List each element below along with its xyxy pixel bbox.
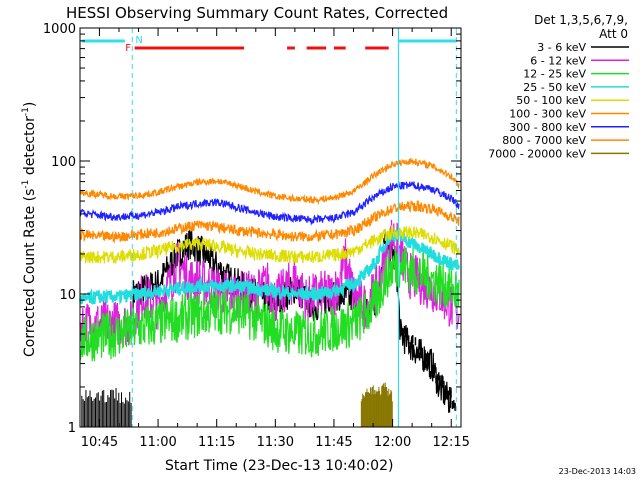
x-tick-label: 11:30 bbox=[257, 435, 294, 450]
plot-frame bbox=[79, 27, 462, 428]
y-tick-label: 1000 bbox=[43, 22, 76, 37]
y-tick-label: 1 bbox=[68, 421, 76, 436]
y-axis-label-sup1: -1 bbox=[21, 180, 31, 189]
chart-title: HESSI Observing Summary Count Rates, Cor… bbox=[66, 4, 448, 22]
y-axis-label-end: ) bbox=[22, 102, 38, 107]
flare-marker-label: F bbox=[125, 43, 131, 54]
y-tick-label: 100 bbox=[51, 155, 76, 170]
series-line-300-800kev bbox=[79, 181, 460, 226]
x-tick-label: 11:00 bbox=[139, 435, 176, 450]
y-axis-label-part2: detector bbox=[22, 116, 38, 180]
legend-entry-label: 12 - 25 keV bbox=[523, 68, 586, 81]
y-axis-label-part1: Corrected Count Rate (s bbox=[22, 189, 38, 357]
y-tick-label: 10 bbox=[59, 288, 76, 303]
x-tick-label: 11:15 bbox=[198, 435, 235, 450]
legend-header-line1: Det 1,3,5,6,7,9, bbox=[534, 13, 628, 27]
series-line-12-25kev bbox=[79, 246, 460, 362]
axis-layer: 10:45 11:00 11:15 11:30 11:45 12:00 12:15 1 10 10… bbox=[43, 22, 470, 450]
legend-entry-label: 800 - 7000 keV bbox=[502, 134, 586, 147]
night-marker-label: N bbox=[135, 35, 142, 46]
legend-entry-label: 100 - 300 keV bbox=[509, 108, 586, 121]
legend-entry-label: 300 - 800 keV bbox=[509, 121, 586, 134]
y-axis-label-sup2: -1 bbox=[21, 107, 31, 116]
legend-entry-label: 25 - 50 keV bbox=[523, 81, 586, 94]
x-tick-label: 12:00 bbox=[374, 435, 411, 450]
legend-entry-label: 3 - 6 keV bbox=[537, 41, 586, 54]
x-tick-label: 10:45 bbox=[81, 435, 118, 450]
x-tick-label: 11:45 bbox=[315, 435, 352, 450]
series-line-50-100kev bbox=[79, 224, 460, 264]
series-line-800-7000kev bbox=[79, 158, 460, 206]
x-tick-label: 12:15 bbox=[432, 435, 469, 450]
legend-entry-label: 6 - 12 keV bbox=[530, 54, 586, 67]
legend-header-line2: Att 0 bbox=[599, 27, 628, 41]
legend-entry-label: 50 - 100 keV bbox=[516, 94, 586, 107]
footer-date: 23-Dec-2013 14:03 bbox=[559, 467, 636, 476]
x-axis-label: Start Time (23-Dec-13 10:40:02) bbox=[165, 458, 393, 474]
y-axis-label: Corrected Count Rate (s-1 detector-1) bbox=[21, 102, 38, 357]
legend-entry-label: 7000 - 20000 keV bbox=[488, 147, 586, 160]
night-flare-marker-layer: NF bbox=[81, 28, 457, 427]
series-line-100-300kev bbox=[79, 199, 460, 244]
